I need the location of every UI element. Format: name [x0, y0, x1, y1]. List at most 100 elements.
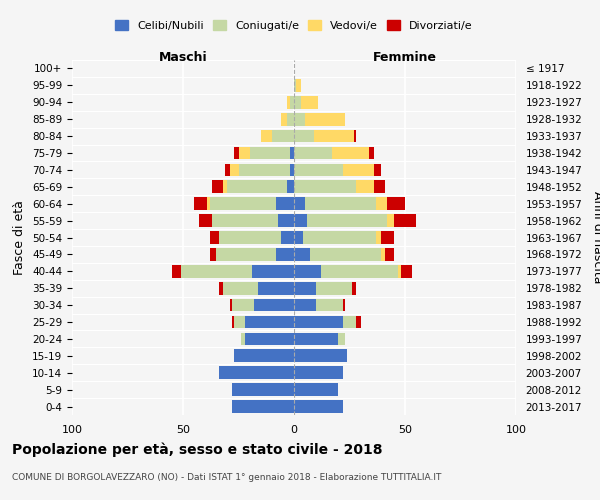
Bar [387, 198, 405, 210]
Bar [374, 164, 380, 176]
Text: Popolazione per età, sesso e stato civile - 2018: Popolazione per età, sesso e stato civil… [12, 442, 383, 457]
Bar [338, 332, 345, 345]
Bar [223, 180, 227, 193]
Bar [209, 198, 276, 210]
Bar [254, 299, 294, 312]
Bar [380, 248, 385, 260]
Bar [301, 96, 319, 108]
Bar [290, 146, 294, 160]
Bar [294, 299, 316, 312]
Bar [230, 299, 232, 312]
Bar [227, 180, 287, 193]
Bar [252, 265, 294, 278]
Bar [332, 146, 370, 160]
Bar [287, 96, 290, 108]
Bar [287, 113, 294, 126]
Bar [296, 79, 301, 92]
Bar [218, 231, 281, 244]
Legend: Celibi/Nubili, Coniugati/e, Vedovi/e, Divorziati/e: Celibi/Nubili, Coniugati/e, Vedovi/e, Di… [111, 16, 477, 36]
Bar [217, 248, 276, 260]
Bar [294, 79, 296, 92]
Bar [294, 332, 338, 345]
Bar [281, 231, 294, 244]
Bar [209, 231, 218, 244]
Bar [320, 265, 398, 278]
Bar [294, 384, 338, 396]
Bar [398, 265, 401, 278]
Bar [343, 299, 345, 312]
Bar [294, 96, 301, 108]
Bar [223, 282, 259, 294]
Bar [234, 316, 245, 328]
Bar [199, 214, 212, 227]
Bar [294, 350, 347, 362]
Bar [260, 130, 272, 142]
Bar [376, 198, 387, 210]
Bar [380, 231, 394, 244]
Bar [303, 231, 376, 244]
Bar [276, 248, 294, 260]
Bar [294, 282, 316, 294]
Bar [245, 332, 294, 345]
Bar [232, 400, 294, 413]
Bar [354, 130, 356, 142]
Bar [294, 231, 303, 244]
Bar [356, 316, 361, 328]
Bar [281, 113, 287, 126]
Bar [376, 231, 380, 244]
Bar [394, 214, 416, 227]
Bar [218, 366, 294, 379]
Bar [294, 130, 314, 142]
Bar [294, 113, 305, 126]
Bar [194, 198, 208, 210]
Bar [287, 180, 294, 193]
Bar [356, 180, 374, 193]
Bar [212, 214, 278, 227]
Bar [343, 164, 374, 176]
Bar [290, 164, 294, 176]
Bar [294, 400, 343, 413]
Bar [305, 113, 345, 126]
Bar [225, 164, 230, 176]
Bar [278, 214, 294, 227]
Text: Femmine: Femmine [373, 51, 437, 64]
Bar [294, 316, 343, 328]
Bar [259, 282, 294, 294]
Bar [218, 282, 223, 294]
Bar [305, 198, 376, 210]
Bar [208, 198, 209, 210]
Bar [310, 248, 380, 260]
Bar [239, 146, 250, 160]
Bar [234, 146, 239, 160]
Bar [316, 282, 352, 294]
Bar [241, 332, 245, 345]
Bar [172, 265, 181, 278]
Bar [307, 214, 387, 227]
Bar [212, 180, 223, 193]
Bar [294, 248, 310, 260]
Bar [250, 146, 290, 160]
Bar [343, 316, 356, 328]
Bar [272, 130, 294, 142]
Bar [294, 146, 332, 160]
Y-axis label: Anni di nascita: Anni di nascita [591, 191, 600, 284]
Bar [370, 146, 374, 160]
Bar [276, 198, 294, 210]
Bar [245, 316, 294, 328]
Bar [374, 180, 385, 193]
Bar [232, 384, 294, 396]
Bar [294, 164, 343, 176]
Bar [294, 366, 343, 379]
Bar [385, 248, 394, 260]
Bar [401, 265, 412, 278]
Bar [234, 350, 294, 362]
Bar [294, 198, 305, 210]
Text: Maschi: Maschi [158, 51, 208, 64]
Bar [314, 130, 354, 142]
Bar [294, 180, 356, 193]
Bar [294, 265, 320, 278]
Bar [239, 164, 290, 176]
Y-axis label: Fasce di età: Fasce di età [13, 200, 26, 275]
Bar [230, 164, 239, 176]
Bar [352, 282, 356, 294]
